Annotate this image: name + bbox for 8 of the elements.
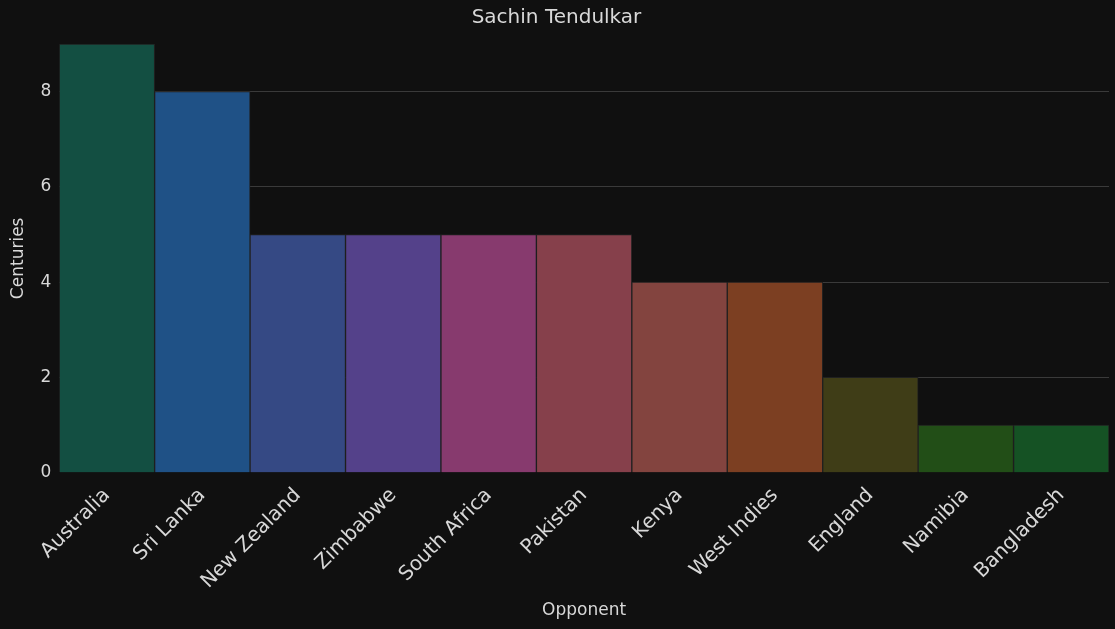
y-tick-label: 4 (40, 270, 52, 291)
y-tick-label: 8 (40, 80, 52, 101)
x-axis-title: Opponent (542, 599, 627, 620)
y-tick-label: 6 (40, 175, 52, 196)
y-axis-title: Centuries (6, 217, 27, 300)
y-tick-label: 2 (40, 365, 52, 386)
y-tick-label: 0 (40, 461, 52, 482)
chart-title: Sachin Tendulkar (471, 4, 643, 29)
